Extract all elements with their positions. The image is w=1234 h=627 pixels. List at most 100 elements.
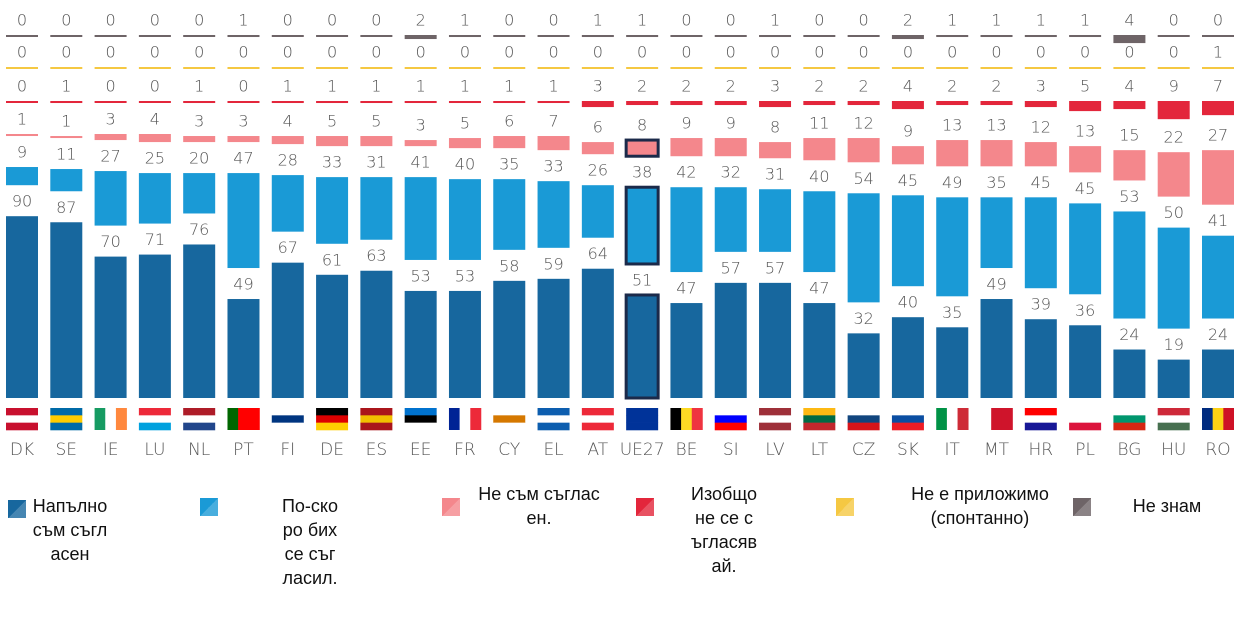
x-tick-label: EE [410,440,431,460]
flag-stripe [50,422,83,431]
flag-stripe [714,415,747,423]
x-tick-label: AT [588,440,609,460]
value-label: 5 [460,114,470,133]
flag-stripe [360,408,393,416]
value-label: 1 [770,11,780,30]
value-label: 53 [410,266,430,285]
value-label: 6 [593,118,603,137]
bar-segment [6,101,38,103]
value-label: 90 [12,192,32,211]
value-label: 38 [632,163,652,182]
bar-segment [581,185,614,238]
flag [271,408,304,431]
bar-segment [50,35,83,37]
bar-segment [404,67,437,69]
value-label: 9 [903,122,913,141]
legend-swatch [200,498,218,516]
bar-segment [138,67,171,69]
flag-stripe [50,415,83,423]
legend-label: По-скоро бих се съгласил. [281,496,339,588]
flag-stripe [238,408,250,430]
value-label: 1 [637,11,647,30]
flag-stripe [1202,408,1213,430]
bar-segment [138,35,171,37]
value-label: 33 [322,153,342,172]
value-label: 15 [1119,126,1139,145]
flag-stripe [183,408,216,416]
value-label: 70 [100,232,120,251]
x-tick-label: BG [1117,440,1141,460]
flag [493,408,526,431]
bar-segment [936,197,969,297]
bar-segment [1069,325,1102,398]
x-tick-label: PL [1075,440,1095,460]
bar-segment [94,67,127,69]
bar-segment [183,244,216,398]
flag [626,408,659,431]
bar-segment [271,136,304,145]
bar-segment [94,101,127,103]
bar-segment [271,67,304,69]
value-label: 9 [1169,77,1179,96]
flag-stripe [271,422,304,431]
bar-segment [980,299,1013,398]
bar-segment [847,101,880,106]
flag-stripe [936,408,948,430]
value-label: 1 [460,77,470,96]
bar-segment [94,134,127,141]
value-label: 0 [150,43,160,62]
bar-segment [980,67,1013,69]
value-label: 32 [721,163,741,182]
value-label: 0 [61,43,71,62]
value-label: 51 [632,270,652,289]
flag [936,408,969,430]
value-label: 53 [455,266,475,285]
bar-segment [50,222,83,398]
bar-segment [891,35,924,40]
value-label: 1 [593,11,603,30]
value-label: 45 [898,171,918,190]
flag-stripe [316,422,349,431]
value-label: 0 [593,43,603,62]
bar-segment [360,270,393,398]
value-label: 33 [543,157,563,176]
flag-stripe [537,408,570,416]
bar-segment [980,197,1013,269]
flag-stripe [115,408,127,430]
value-label: 0 [1124,43,1134,62]
bar-segment [670,101,703,106]
value-label: 2 [947,77,957,96]
value-label: 0 [371,43,381,62]
bar-segment [670,187,703,273]
value-label: 2 [991,77,1001,96]
legend-swatch [8,500,26,518]
bar-segment [493,280,526,398]
value-label: 49 [942,173,962,192]
bar-segment [1113,349,1146,398]
value-label: 0 [859,43,869,62]
legend-swatch [636,498,654,516]
flag-stripe [248,408,260,430]
bar-segment [1157,152,1190,197]
flag-stripe [891,422,924,431]
value-label: 5 [327,112,337,131]
flag [183,408,216,431]
bar-segment [714,282,747,398]
value-label: 1 [1213,43,1223,62]
legend-label: Не съм съгласен. [478,484,600,528]
value-label: 1 [460,11,470,30]
value-label: 54 [853,169,873,188]
flag-stripe [183,422,216,431]
flag-stripe [138,415,171,423]
value-label: 27 [1208,126,1228,145]
value-label: 41 [1208,211,1228,230]
value-label: 0 [814,43,824,62]
value-label: 41 [410,153,430,172]
bar-segment [1024,67,1057,69]
bar-segment [714,35,747,37]
value-label: 9 [681,114,691,133]
bar-segment [537,67,570,69]
value-label: 59 [543,254,563,273]
value-label: 0 [105,43,115,62]
x-tick-label: ES [366,440,388,460]
